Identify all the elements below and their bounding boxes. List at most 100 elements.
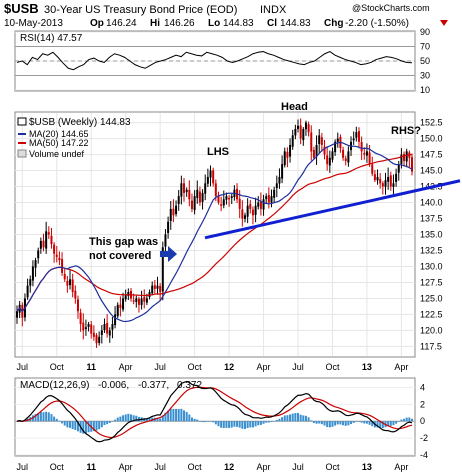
exchange: INDX: [260, 4, 287, 16]
price-candle-body: [151, 285, 154, 294]
price-candle-body: [34, 260, 37, 268]
macd-hist-bar: [220, 421, 223, 428]
price-x-tick-label: 11: [86, 362, 96, 372]
price-candle-body: [82, 322, 85, 331]
price-candle-body: [246, 205, 249, 217]
macd-hist-bar: [42, 412, 45, 422]
price-tick-label: 125.0: [420, 293, 443, 303]
price-candle-body: [304, 122, 307, 130]
macd-hist-bar: [381, 421, 384, 429]
date: 10-May-2013: [4, 18, 63, 29]
macd-hist-bar: [405, 417, 408, 422]
macd-hist-bar: [411, 418, 413, 422]
open-label: Op: [90, 18, 104, 29]
macd-hist-bar: [177, 408, 180, 422]
price-candle-body: [16, 311, 18, 318]
price-candle-body: [270, 196, 273, 203]
price-tick-label: 132.5: [420, 245, 443, 255]
price-candle-body: [167, 221, 170, 234]
macd-hist-bar: [228, 421, 231, 428]
price-candle-body: [132, 300, 135, 302]
macd-hist-bar: [204, 421, 207, 423]
macd-hist-bar: [267, 421, 270, 423]
price-candle-body: [368, 152, 371, 165]
price-candle-body: [206, 176, 209, 184]
price-x-tick-label: Jul: [292, 362, 304, 372]
macd-hist-bar: [156, 417, 159, 422]
price-candle-body: [299, 125, 302, 139]
price-x-tick-label: Oct: [50, 362, 65, 372]
price-candle-body: [127, 292, 130, 296]
macd-hist-bar: [230, 421, 233, 428]
macd-x-tick-label: Jul: [154, 462, 166, 472]
price-candle-body: [61, 259, 64, 273]
macd-x-tick-label: Jul: [292, 462, 304, 472]
price-legend-swatch: [17, 117, 27, 126]
lhs-annotation: LHS: [207, 146, 229, 158]
macd-hist-bar: [297, 413, 300, 422]
rsi-line: [16, 51, 413, 71]
rsi-tick-label: 90: [420, 27, 430, 37]
price-candle-body: [267, 194, 270, 203]
price-tick-label: 150.0: [420, 134, 443, 144]
price-candle-body: [161, 247, 164, 292]
price-candle-body: [185, 189, 188, 193]
price-tick-label: 117.5: [420, 341, 442, 351]
price-candle-body: [254, 205, 257, 215]
price-candle-body: [153, 285, 156, 289]
price-candle-body: [318, 135, 321, 145]
macd-hist-bar: [159, 418, 162, 422]
rhs-annotation: RHS?: [391, 125, 421, 137]
price-candle-body: [90, 324, 93, 334]
macd-hist-bar: [129, 414, 132, 422]
macd-hist-bar: [344, 421, 347, 426]
macd-hist-bar: [69, 421, 72, 428]
price-candle-body: [212, 170, 215, 184]
price-candle-body: [275, 183, 278, 189]
price-candle-body: [29, 279, 32, 286]
price-candle-body: [47, 232, 50, 235]
macd-hist-bar: [408, 417, 411, 422]
macd-hist-bar: [116, 417, 119, 422]
price-candle-body: [373, 174, 376, 181]
macd-hist-bar: [111, 421, 114, 422]
macd-hist-bar: [119, 416, 122, 422]
macd-hist-bar: [164, 412, 167, 422]
macd-hist-bar: [66, 421, 69, 428]
price-candle-body: [180, 183, 183, 197]
price-candle-body: [159, 285, 162, 293]
macd-hist-bar: [318, 421, 321, 424]
macd-hist-bar: [71, 421, 74, 430]
price-candle-body: [355, 132, 358, 138]
price-candle-body: [50, 235, 53, 245]
macd-hist-bar: [355, 421, 358, 422]
price-candle-body: [95, 335, 98, 344]
macd-hist-bar: [145, 418, 148, 422]
price-x-tick-label: Jul: [154, 362, 166, 372]
macd-hist-bar: [212, 421, 215, 423]
price-candle-body: [360, 142, 363, 152]
price-candle-body: [79, 312, 82, 325]
macd-legend-value: -0.006,: [98, 380, 129, 391]
price-candle-body: [320, 137, 323, 145]
price-tick-label: 122.5: [420, 309, 443, 319]
macd-hist-bar: [100, 421, 103, 428]
price-candle-body: [55, 254, 58, 257]
price-candle-body: [278, 176, 281, 184]
macd-hist-bar: [16, 421, 18, 422]
price-candle-body: [119, 304, 122, 309]
macd-hist-bar: [283, 415, 286, 422]
macd-hist-bar: [294, 413, 297, 422]
price-tick-label: 130.0: [420, 261, 443, 271]
macd-hist-bar: [389, 421, 392, 426]
rsi-tick-label: 30: [420, 71, 430, 81]
macd-hist-bar: [241, 421, 244, 429]
price-candle-body: [190, 200, 193, 209]
price-candle-body: [411, 157, 413, 172]
instrument-name: 30-Year US Treasury Bond Price (EOD): [44, 4, 237, 16]
price-candle-body: [243, 215, 246, 219]
macd-hist-bar: [108, 421, 111, 423]
macd-hist-bar: [286, 415, 289, 422]
